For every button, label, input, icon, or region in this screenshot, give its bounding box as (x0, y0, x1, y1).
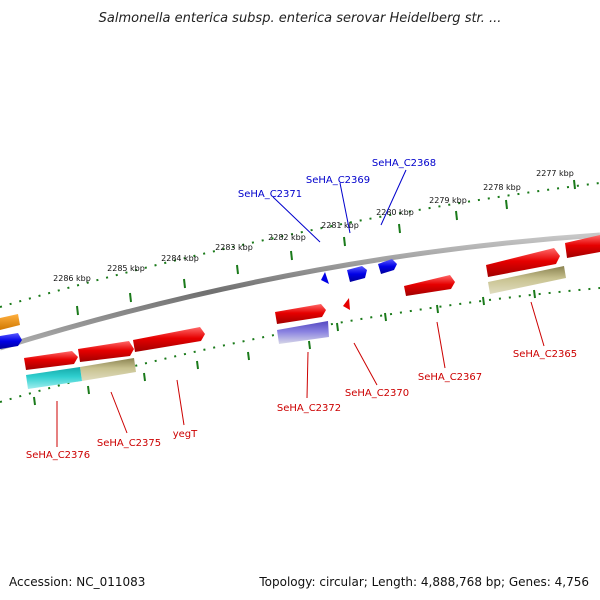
gene-label: SeHA_C2372 (277, 403, 341, 414)
gene-label: SeHA_C2367 (418, 372, 482, 383)
tick-label: 2286 kbp (53, 274, 91, 283)
forward-leader-lines (56, 301, 545, 447)
gene-label: SeHA_C2368 (372, 158, 436, 169)
reverse-leader-lines (272, 169, 407, 243)
forward-gene-c2376 (24, 351, 78, 370)
forward-gene-c2375 (78, 341, 134, 362)
reverse-gene-c2369 (347, 266, 367, 282)
forward-gene-yegT (133, 327, 205, 352)
tick-label: 2285 kbp (107, 264, 145, 273)
gene-label: SeHA_C2369 (306, 175, 370, 186)
gene-label: yegT (173, 429, 198, 440)
tick-label: 2284 kbp (161, 254, 199, 263)
gene-label: SeHA_C2376 (26, 450, 90, 461)
inner-scale-arc (0, 287, 600, 403)
forward-gene-c2365 (486, 248, 560, 277)
forward-gene-c2372 (275, 304, 326, 324)
map-title: Salmonella enterica subsp. enterica sero… (99, 11, 502, 26)
reverse-gene-left-edge (0, 333, 22, 349)
tick-label: 2283 kbp (215, 243, 253, 252)
tick-labels: 2277 kbp 2278 kbp 2279 kbp 2280 kbp 2281… (53, 169, 574, 283)
reverse-gene-c2371 (321, 272, 329, 284)
forward-gene-c2367 (404, 275, 455, 296)
gene-label: SeHA_C2375 (97, 438, 161, 449)
gene-labels: SeHA_C2368 SeHA_C2369 SeHA_C2371 SeHA_C2… (26, 158, 577, 461)
tick-label: 2282 kbp (268, 233, 306, 242)
tick-label: 2279 kbp (429, 196, 467, 205)
gene-label: SeHA_C2365 (513, 349, 577, 360)
cyan-feature-c2376 (26, 367, 82, 389)
tick-label: 2281 kbp (321, 221, 359, 230)
inner-major-ticks (33, 289, 536, 406)
tick-label: 2278 kbp (483, 183, 521, 192)
forward-gene-c2370 (343, 298, 350, 310)
olive-feature-c2375 (80, 358, 136, 381)
forward-gene-right-edge (565, 235, 600, 258)
genome-summary-text: Topology: circular; Length: 4,888,768 bp… (258, 575, 589, 589)
accession-text: Accession: NC_011083 (9, 575, 145, 589)
olive-feature-c2365 (488, 266, 566, 294)
orange-feature (0, 314, 20, 330)
gene-label: SeHA_C2370 (345, 388, 409, 399)
outer-major-ticks (76, 179, 576, 316)
reverse-gene-c2368 (378, 259, 397, 274)
tick-label: 2277 kbp (536, 169, 574, 178)
genome-backbone (0, 232, 600, 351)
purple-feature-c2372 (277, 321, 329, 344)
tick-label: 2280 kbp (376, 208, 414, 217)
gene-label: SeHA_C2371 (238, 189, 302, 200)
